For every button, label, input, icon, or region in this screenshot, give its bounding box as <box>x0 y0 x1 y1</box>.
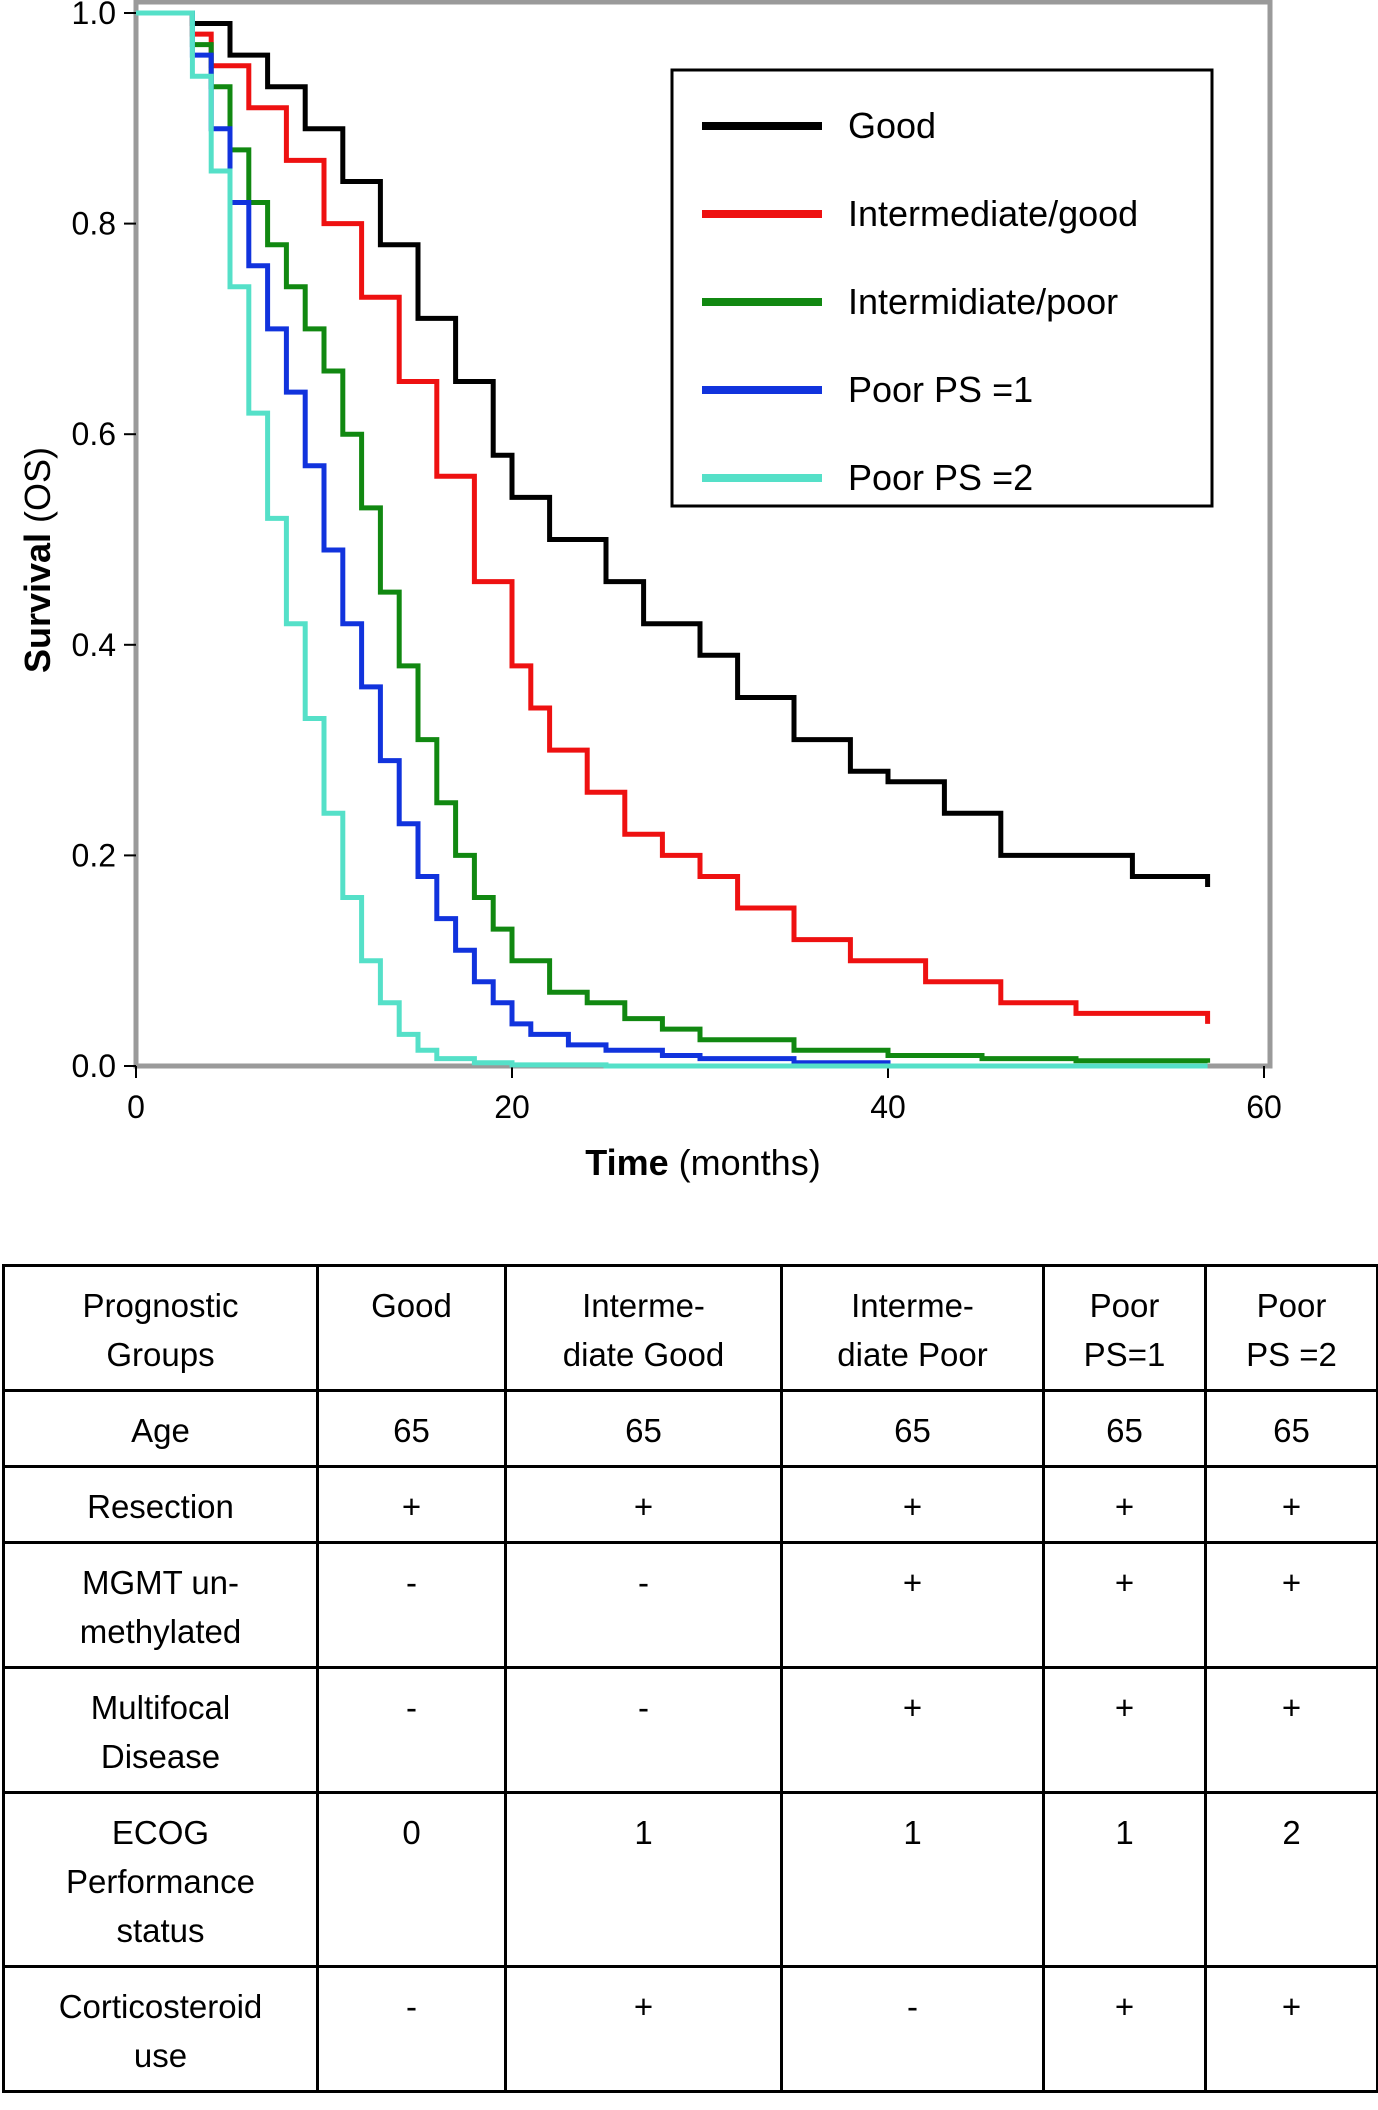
x-axis-title-rest: (months) <box>669 1142 821 1183</box>
table-cell: - <box>504 1666 783 1794</box>
table-cell: + <box>504 1965 783 2093</box>
legend-items: Good Intermediate/good Intermidiate/poor Po… <box>702 105 1138 498</box>
table-cell: + <box>1204 1465 1378 1544</box>
table-row: Multifocal Disease - - + + + <box>2 1666 1378 1794</box>
row-label-cell: MGMT un- methylated <box>2 1541 319 1669</box>
table-cell: 65 <box>316 1389 507 1468</box>
row-label-cell: ECOG Performance status <box>2 1791 319 1968</box>
table-cell: 65 <box>504 1389 783 1468</box>
legend-label: Poor PS =1 <box>848 369 1033 410</box>
table-cell: + <box>1204 1541 1378 1669</box>
legend-box <box>670 68 1214 508</box>
y-tick-label: 0.8 <box>72 206 116 242</box>
table-cell: 1 <box>504 1791 783 1968</box>
legend-label: Good <box>848 105 936 146</box>
curve-poor-ps-1 <box>136 10 891 1066</box>
header-cell: Interme- diate Poor <box>780 1264 1045 1392</box>
table-cell: - <box>504 1541 783 1669</box>
y-tick-label: 0.6 <box>72 416 116 452</box>
legend: Good Intermediate/good Intermidiate/poor Po… <box>670 68 1214 508</box>
table-cell: + <box>316 1465 507 1544</box>
row-label-cell: Corticosteroid use <box>2 1965 319 2093</box>
survival-curves <box>136 10 1211 1069</box>
curve-poor-ps-2 <box>136 10 1208 1069</box>
table-cell: 2 <box>1204 1791 1378 1968</box>
header-cell: Interme- diate Good <box>504 1264 783 1392</box>
table-cell: + <box>1042 1465 1207 1544</box>
curve-intermediate-good <box>136 10 1211 1024</box>
table-cell: 65 <box>1204 1389 1378 1468</box>
axis-ticks: 0 20 40 60 0.0 0.2 0.4 0.6 0.8 1.0 <box>72 0 1282 1125</box>
x-axis-title-bold: Time <box>585 1142 668 1183</box>
table-cell: + <box>1042 1541 1207 1669</box>
table-row: ECOG Performance status 0 1 1 1 2 <box>2 1791 1378 1968</box>
table-header-row: Prognostic Groups Good Interme- diate Good… <box>2 1264 1378 1392</box>
y-axis-title-rest: (OS) <box>17 447 58 533</box>
table-cell: - <box>316 1541 507 1669</box>
header-cell: Good <box>316 1264 507 1392</box>
x-tick-label: 20 <box>494 1089 530 1125</box>
header-cell: Poor PS=1 <box>1042 1264 1207 1392</box>
legend-label: Intermediate/good <box>848 193 1138 234</box>
table-cell: + <box>504 1465 783 1544</box>
table-cell: + <box>780 1541 1045 1669</box>
table-cell: 1 <box>780 1791 1045 1968</box>
row-label-cell: Age <box>2 1389 319 1468</box>
table-cell: 65 <box>1042 1389 1207 1468</box>
table-cell: + <box>1042 1666 1207 1794</box>
table-cell: 0 <box>316 1791 507 1968</box>
table-cell: 1 <box>1042 1791 1207 1968</box>
survival-chart: 0 20 40 60 0.0 0.2 0.4 0.6 0.8 1.0 Time (months) … <box>17 0 1282 1183</box>
y-tick-label: 0.4 <box>72 627 116 663</box>
x-tick-label: 0 <box>127 1089 145 1125</box>
table-row: Corticosteroid use - + - + + <box>2 1965 1378 2093</box>
header-cell: Prognostic Groups <box>2 1264 319 1392</box>
legend-label: Intermidiate/poor <box>848 281 1118 322</box>
table-body: Prognostic Groups Good Interme- diate Good… <box>2 1264 1378 2093</box>
table-row: Resection + + + + + <box>2 1465 1378 1544</box>
table-row: MGMT un- methylated - - + + + <box>2 1541 1378 1669</box>
y-axis-title: Survival (OS) <box>17 447 58 673</box>
legend-label: Poor PS =2 <box>848 457 1033 498</box>
table-cell: + <box>780 1666 1045 1794</box>
x-axis-title: Time (months) <box>585 1142 820 1183</box>
y-tick-label: 0.2 <box>72 837 116 873</box>
y-axis-title-bold: Survival <box>17 533 58 673</box>
y-tick-label: 1.0 <box>72 0 116 31</box>
table-cell: + <box>780 1465 1045 1544</box>
curve-intermidiate-poor <box>136 10 1211 1064</box>
table-cell: + <box>1204 1965 1378 2093</box>
table-cell: 65 <box>780 1389 1045 1468</box>
curve-good <box>136 10 1211 887</box>
table-cell: - <box>316 1666 507 1794</box>
table-cell: - <box>316 1965 507 2093</box>
x-tick-label: 60 <box>1246 1089 1282 1125</box>
x-tick-label: 40 <box>870 1089 906 1125</box>
row-label-cell: Multifocal Disease <box>2 1666 319 1794</box>
table-row: Age 65 65 65 65 65 <box>2 1389 1378 1468</box>
header-cell: Poor PS =2 <box>1204 1264 1378 1392</box>
row-label-cell: Resection <box>2 1465 319 1544</box>
survival-chart-svg: 0 20 40 600.00.20.40.60.81.0 Time (months) … <box>17 0 1282 1183</box>
table-cell: - <box>780 1965 1045 2093</box>
table-cell: + <box>1204 1666 1378 1794</box>
prognostic-groups-table: Prognostic Groups Good Interme- diate Good… <box>2 1264 1378 2093</box>
table-cell: + <box>1042 1965 1207 2093</box>
y-tick-label: 0.0 <box>72 1048 116 1084</box>
